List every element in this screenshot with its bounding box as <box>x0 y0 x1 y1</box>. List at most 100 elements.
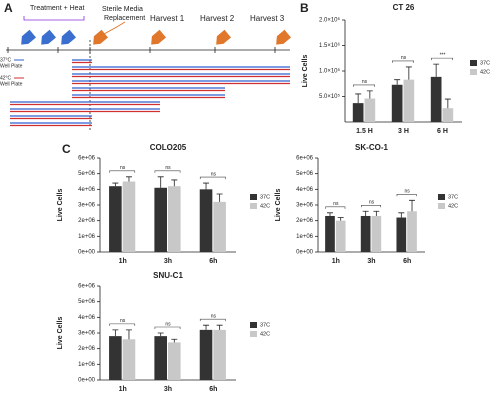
bar <box>391 84 403 122</box>
bar <box>403 79 415 122</box>
panel-label: C <box>62 142 71 156</box>
tag <box>216 29 231 45</box>
step-label: Treatment + Heat <box>30 5 84 12</box>
bar <box>430 76 442 122</box>
y-tick-label: 5e+06 <box>296 171 314 177</box>
x-tick-label: 3h <box>367 258 375 265</box>
error-bar <box>112 329 119 337</box>
tag <box>21 29 36 45</box>
error-bar <box>157 332 164 337</box>
error-bar <box>125 329 132 340</box>
row-label: Well Plate <box>0 81 23 87</box>
y-tick-label: 5.0×10⁵ <box>319 93 341 100</box>
y-tick-label: 2e+06 <box>78 346 96 352</box>
panel-label: B <box>300 1 309 15</box>
y-tick-label: 1.0×10⁶ <box>319 68 341 75</box>
bar <box>396 217 407 252</box>
bar <box>168 186 181 252</box>
bar <box>199 189 213 252</box>
y-tick-label: 3e+06 <box>78 331 96 337</box>
error-bar <box>366 90 373 99</box>
significance-label: ns <box>369 200 375 206</box>
y-tick-label: 1e+06 <box>296 234 314 240</box>
timeline-diagram: Treatment + Heat Sterile Media Replaceme… <box>0 5 291 130</box>
error-bar <box>125 176 132 182</box>
significance-label: ns <box>405 189 411 195</box>
bar <box>199 329 213 380</box>
step-label: Harvest 3 <box>250 14 285 23</box>
error-bar <box>203 182 210 190</box>
legend-swatch <box>250 331 257 337</box>
significance-bracket <box>396 194 417 197</box>
bar <box>109 186 122 252</box>
significance-label: ns <box>333 201 339 207</box>
x-tick-label: 3 H <box>398 128 409 135</box>
significance-label: ns <box>211 171 217 177</box>
legend-swatch <box>438 194 445 200</box>
tag <box>41 29 56 45</box>
row-label: 37°C <box>0 57 12 63</box>
error-bar <box>112 182 119 187</box>
legend-label: 42C <box>448 203 458 209</box>
error-bar <box>362 210 369 216</box>
error-bar <box>433 63 440 77</box>
error-bar <box>157 176 164 188</box>
y-tick-label: 4e+06 <box>78 315 96 321</box>
bar <box>352 103 364 122</box>
significance-bracket <box>109 323 136 326</box>
error-bar <box>394 79 401 85</box>
significance-label: ns <box>120 165 126 171</box>
bar <box>109 336 122 380</box>
significance-bracket <box>199 176 226 180</box>
significance-label: ns <box>211 313 217 319</box>
tag <box>61 29 76 45</box>
y-tick-label: 5e+06 <box>78 299 96 305</box>
x-tick-label: 1h <box>332 258 340 265</box>
significance-label: ns <box>165 165 171 171</box>
error-bar <box>373 210 380 216</box>
row-label: 42°C <box>0 75 12 81</box>
y-tick-label: 4e+06 <box>296 187 314 193</box>
error-bar <box>398 212 405 218</box>
bar <box>335 220 346 252</box>
bar <box>442 108 454 122</box>
legend-label: 42C <box>260 331 270 337</box>
y-tick-label: 3e+06 <box>296 203 314 209</box>
bar <box>213 329 226 380</box>
tag <box>93 29 108 45</box>
y-tick-label: 1e+06 <box>78 234 96 240</box>
significance-label: *** <box>440 52 446 58</box>
error-bar <box>405 66 412 80</box>
error-bar <box>171 338 178 343</box>
tag <box>276 29 291 45</box>
significance-bracket <box>109 170 136 173</box>
y-tick-label: 0e+00 <box>296 250 314 256</box>
significance-bracket <box>325 206 346 209</box>
significance-bracket <box>199 318 226 322</box>
y-tick-label: 6e+06 <box>78 284 96 290</box>
bar <box>407 211 417 252</box>
y-tick-label: 3e+06 <box>78 203 96 209</box>
y-tick-label: 2.0×10⁶ <box>319 17 341 24</box>
error-bar <box>326 212 333 216</box>
y-tick-label: 0e+00 <box>78 378 96 384</box>
legend-label: 42C <box>260 203 270 209</box>
legend-label: 37C <box>480 60 490 66</box>
significance-bracket <box>353 84 375 87</box>
y-tick-label: 6e+06 <box>78 156 96 162</box>
significance-bracket <box>431 57 453 61</box>
bar <box>122 181 136 252</box>
significance-label: ns <box>165 321 171 327</box>
error-bar <box>337 217 344 221</box>
y-tick-label: 0e+00 <box>78 250 96 256</box>
y-tick-label: 1.5×10⁶ <box>319 42 341 49</box>
bar <box>325 215 335 252</box>
step-label: Sterile Media <box>102 6 143 13</box>
x-tick-label: 1.5 H <box>356 128 373 135</box>
chart-title: SNU-C1 <box>153 271 183 280</box>
error-bar <box>216 193 223 202</box>
bar <box>122 339 136 380</box>
y-axis-label: Live Cells <box>57 317 64 350</box>
bar <box>154 187 167 252</box>
significance-bracket <box>361 204 381 208</box>
